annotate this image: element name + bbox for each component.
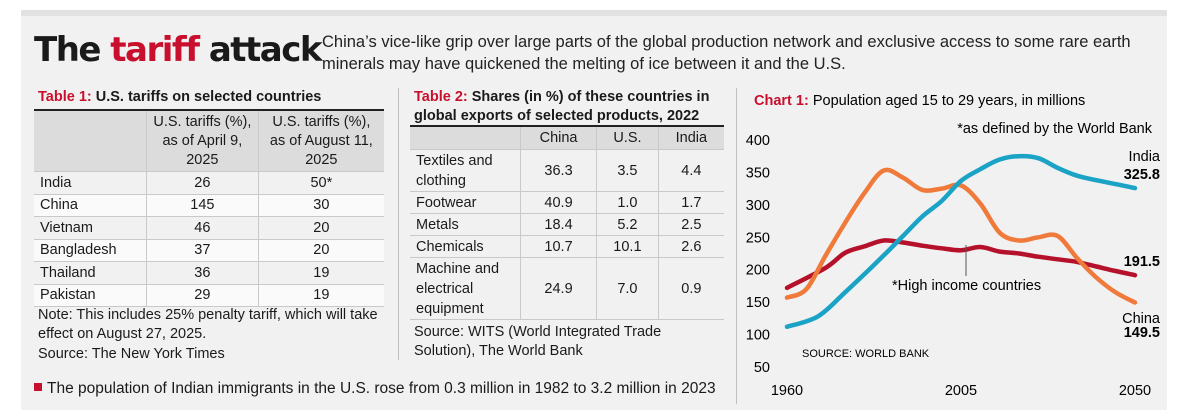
table1-source: Source: The New York Times [38,346,225,362]
table2-header-china: China [519,125,598,150]
table-row: Thailand 36 19 [34,261,384,285]
bullet-square [34,383,42,391]
table1-header-april: U.S. tariffs (%), as of April 9, 2025 [146,109,259,172]
cell-china: 40.9 [519,191,598,214]
y-tick-label: 100 [746,328,770,344]
cell-china: 36.3 [519,149,598,192]
table-row: Footwear 40.9 1.0 1.7 [410,191,724,214]
table-row: Bangladesh 37 20 [34,238,384,262]
footnote: The population of Indian immigrants in t… [34,380,716,398]
cell-product: Machine and electrical equipment [410,257,521,320]
table2-header-india: India [657,125,724,150]
table2-caption: Table 2: Shares (in %) of these countrie… [414,89,710,124]
cell-product: Footwear [410,191,521,214]
series-label-india: India [1129,149,1161,165]
y-tick-label: 400 [746,133,770,149]
end-value-india: 325.8 [1124,167,1160,183]
cell-us: 7.0 [596,257,659,320]
cell-august: 19 [257,283,384,307]
cell-us: 10.1 [596,235,659,258]
cell-us: 1.0 [596,191,659,214]
chart-subtitle: *as defined by the World Bank [957,121,1153,137]
cell-april: 26 [146,171,259,195]
cell-august: 30 [257,193,384,217]
table2-header-us: U.S. [596,125,659,150]
series-line-india [784,153,1138,330]
table1: U.S. tariffs (%), as of April 9, 2025 U.… [34,109,384,307]
cell-us: 5.2 [596,213,659,236]
cell-country: Pakistan [34,283,147,307]
cell-april: 46 [146,216,259,240]
table-row: China 145 30 [34,193,384,217]
table-row: Textiles and clothing 36.3 3.5 4.4 [410,149,724,192]
cell-april: 36 [146,261,259,285]
end-value-high-income: 191.5 [1124,254,1160,270]
y-tick-label: 50 [754,360,770,376]
cell-product: Chemicals [410,235,521,258]
table-row: India 26 50* [34,171,384,195]
cell-india: 4.4 [657,149,724,192]
cell-april: 29 [146,283,259,307]
series-label-china: China [1122,311,1161,327]
page-title: The tariff attack [34,30,322,70]
top-border [21,10,1167,16]
series-line-china [784,167,1138,305]
cell-country: Vietnam [34,216,147,240]
table1-header-august: U.S. tariffs (%), as of August 11, 2025 [257,109,384,172]
cell-us: 3.5 [596,149,659,192]
cell-august: 20 [257,238,384,262]
cell-country: China [34,193,147,217]
end-value-china: 149.5 [1124,325,1160,341]
y-tick-label: 300 [746,198,770,214]
table1-header-country [34,109,147,172]
chart-source: SOURCE: WORLD BANK [802,348,930,360]
cell-china: 10.7 [519,235,598,258]
cell-product: Metals [410,213,521,236]
divider [736,88,737,404]
table-row: Chemicals 10.7 10.1 2.6 [410,235,724,258]
cell-country: Bangladesh [34,238,147,262]
table-row: Machine and electrical equipment 24.9 7.0 0… [410,257,724,320]
cell-country: India [34,171,147,195]
table2-source: Source: WITS (World Integrated Trade Sol… [414,324,662,359]
x-tick-label: 1960 [771,383,803,399]
series-label-high-income: *High income countries [892,278,1041,294]
cell-india: 2.5 [657,213,724,236]
cell-august: 19 [257,261,384,285]
table1-caption: Table 1: U.S. tariffs on selected countr… [38,89,322,105]
table1-note: Note: This includes 25% penalty tariff, … [38,307,378,342]
x-tick-label: 2050 [1119,383,1151,399]
cell-april: 37 [146,238,259,262]
cell-china: 24.9 [519,257,598,320]
table2: China U.S. India Textiles and clothing 36… [410,125,724,320]
x-tick-label: 2005 [945,383,977,399]
cell-country: Thailand [34,261,147,285]
standfirst: China’s vice-like grip over large parts … [322,33,1131,73]
cell-august: 20 [257,216,384,240]
cell-india: 0.9 [657,257,724,320]
table2-header-product [410,125,521,150]
y-tick-label: 350 [746,165,770,181]
cell-india: 2.6 [657,235,724,258]
cell-august: 50* [257,171,384,195]
table-row: Pakistan 29 19 [34,283,384,307]
cell-china: 18.4 [519,213,598,236]
cell-april: 145 [146,193,259,217]
y-tick-label: 250 [746,230,770,246]
divider [398,88,399,360]
y-tick-label: 150 [746,295,770,311]
table-row: Metals 18.4 5.2 2.5 [410,213,724,236]
cell-india: 1.7 [657,191,724,214]
population-chart: Chart 1: Population aged 15 to 29 years,… [746,93,1161,399]
table-row: Vietnam 46 20 [34,216,384,240]
cell-product: Textiles and clothing [410,149,521,192]
y-tick-label: 200 [746,263,770,279]
chart-title: Chart 1: Population aged 15 to 29 years,… [754,93,1085,109]
